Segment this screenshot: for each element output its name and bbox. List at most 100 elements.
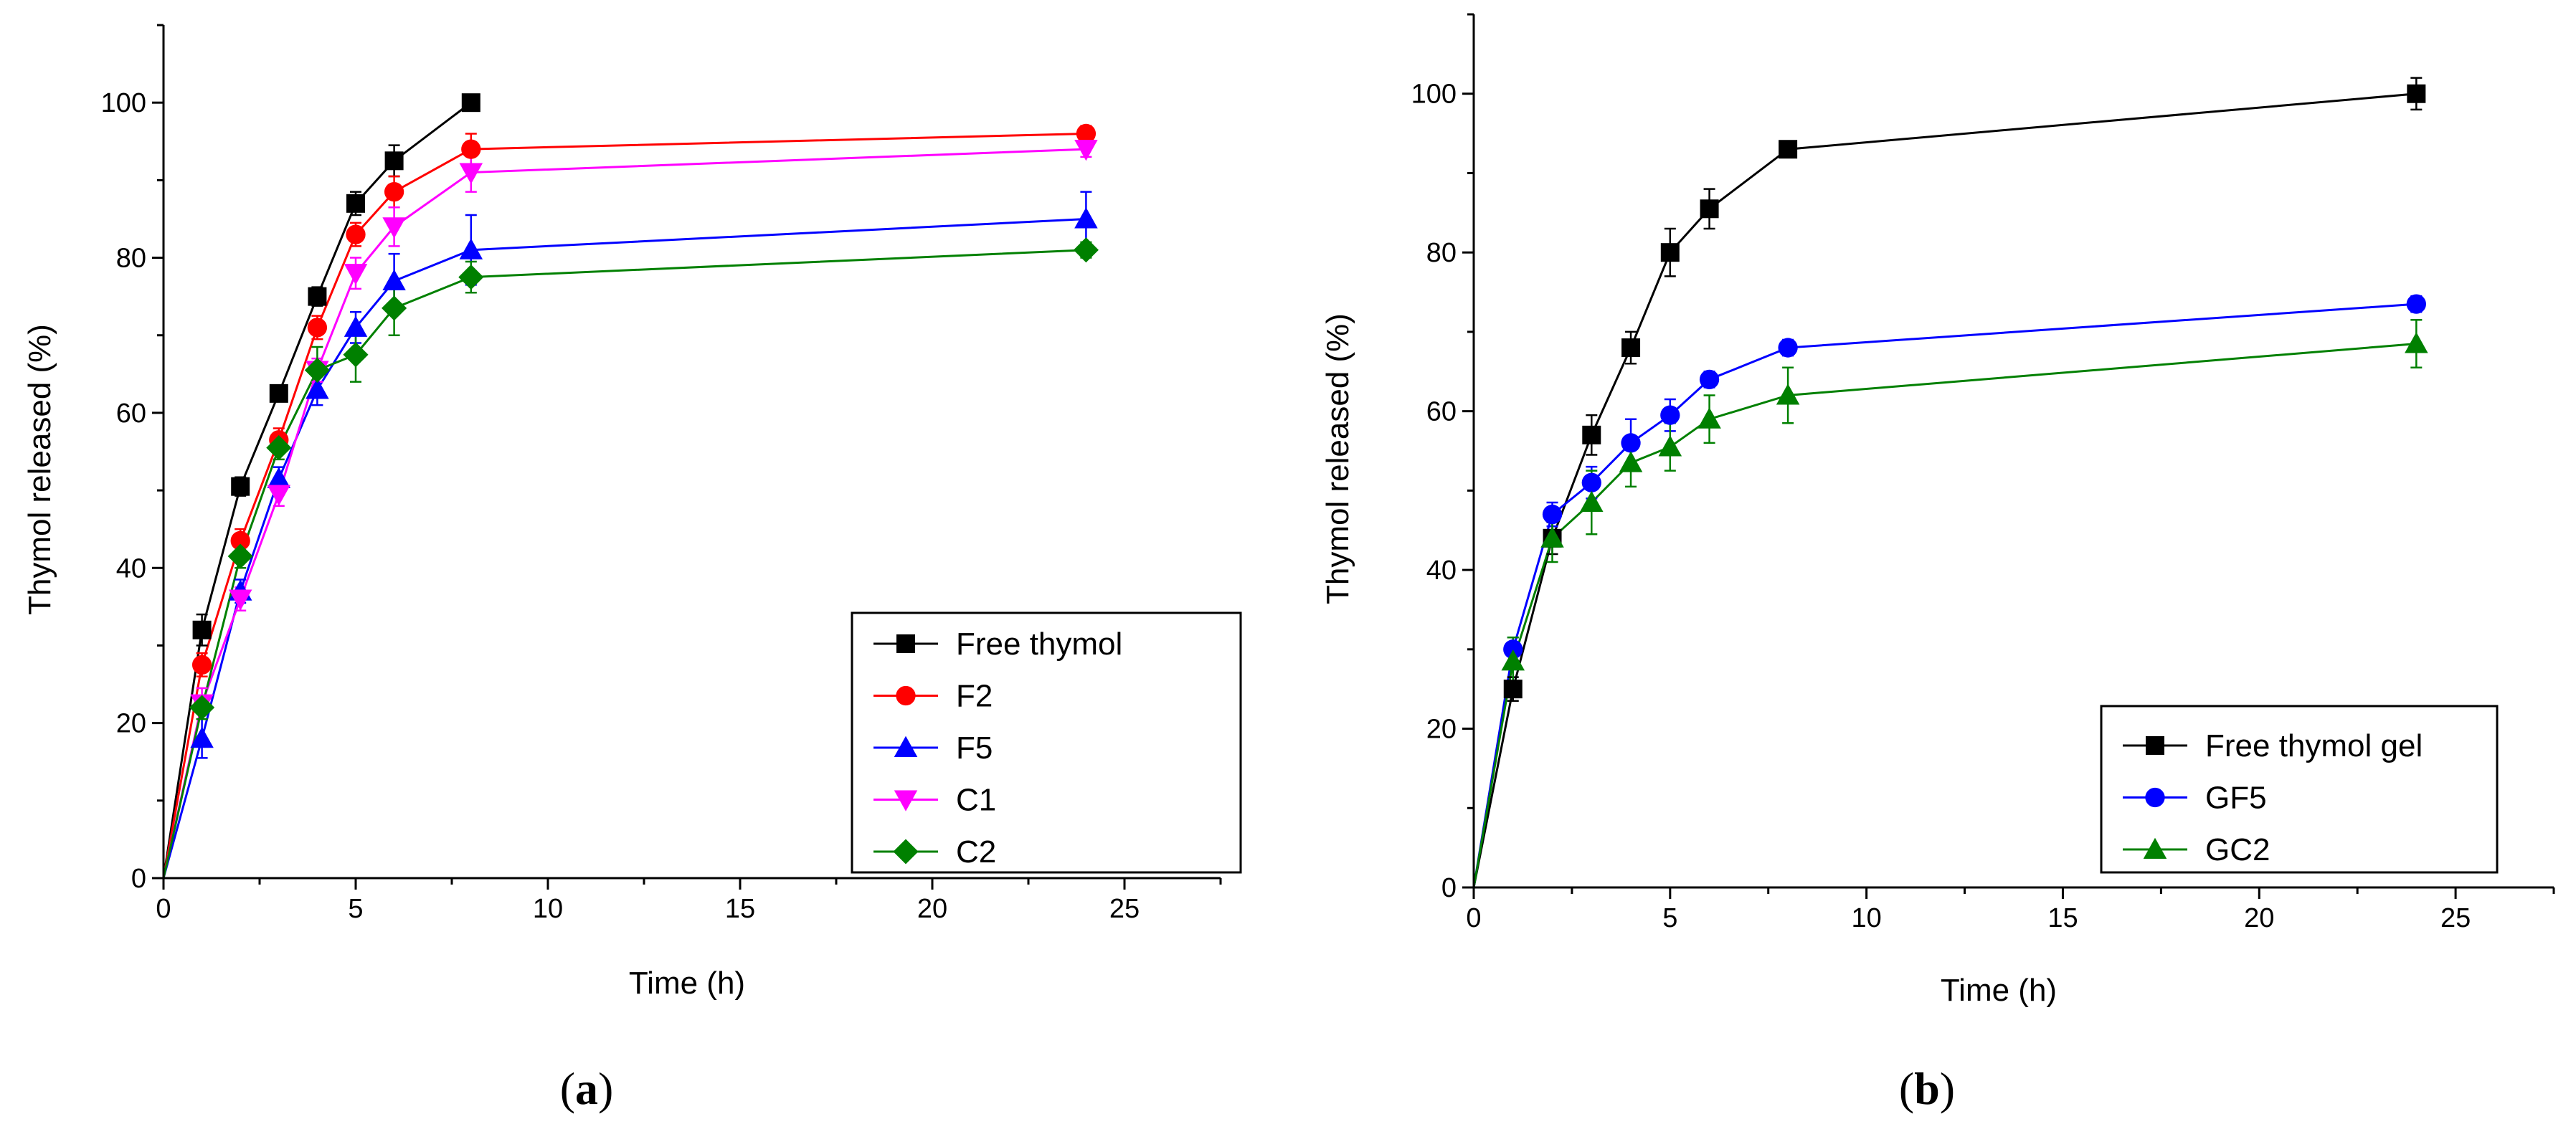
data-point-free-thymol xyxy=(384,151,404,171)
data-point-gc2 xyxy=(2405,332,2428,353)
x-tick-label: 5 xyxy=(1662,903,1677,933)
legend-marker xyxy=(896,634,915,653)
data-point-c1 xyxy=(228,589,252,611)
legend-item-gf5: GF5 xyxy=(2123,781,2267,816)
error-bars xyxy=(1507,77,2423,702)
data-point-gc2 xyxy=(1658,435,1682,457)
legend-marker xyxy=(2146,736,2164,755)
x-axis-title: Time (h) xyxy=(1941,973,2057,1008)
data-point-free-thymol xyxy=(346,194,365,213)
data-point-free-thymol-gel xyxy=(1503,680,1523,699)
x-tick-label: 25 xyxy=(2440,903,2471,933)
legend-item-gc2: GC2 xyxy=(2123,832,2270,867)
x-tick-label: 5 xyxy=(348,894,363,924)
legend-box xyxy=(851,611,1242,874)
legend-marker xyxy=(2145,787,2165,808)
x-tick-label: 20 xyxy=(917,894,947,924)
data-point-gc2 xyxy=(1501,649,1525,671)
legend-item-free-thymol-gel: Free thymol gel xyxy=(2123,728,2423,763)
data-point-gc2 xyxy=(1776,384,1800,405)
caption-close: ) xyxy=(598,1063,613,1114)
chart-panel-a: 0 5 10 15 20 25 0 20 40 60 80 100 Time (h) Thymol r… xyxy=(22,24,1242,1114)
legend-marker xyxy=(2143,837,2167,859)
legend-item-free-thymol: Free thymol xyxy=(873,627,1122,662)
y-tick-label: 60 xyxy=(1426,397,1457,427)
data-point-f2 xyxy=(384,181,404,202)
data-point-free-thymol xyxy=(269,384,288,403)
legend-label: GC2 xyxy=(2205,832,2270,867)
x-axis-title: Time (h) xyxy=(629,966,745,1001)
y-tick-label: 40 xyxy=(1426,556,1457,586)
y-tick-label: 40 xyxy=(116,553,146,584)
data-point-c1 xyxy=(382,217,406,239)
caption-open: ( xyxy=(560,1063,575,1114)
data-point-f2 xyxy=(461,139,481,159)
y-tick-label: 0 xyxy=(1441,873,1457,903)
data-point-free-thymol-gel xyxy=(1700,199,1719,219)
data-point-f5 xyxy=(1074,207,1098,229)
legend-label: Free thymol xyxy=(956,627,1122,662)
data-point-f2 xyxy=(307,318,328,338)
x-tick-label: 20 xyxy=(2244,903,2274,933)
legend-label: C2 xyxy=(956,834,996,870)
data-point-gc2 xyxy=(1580,490,1604,512)
x-tick-label: 10 xyxy=(1851,903,1881,933)
legend-item-c2: C2 xyxy=(873,834,996,870)
data-point-f2 xyxy=(191,654,212,675)
legend-marker xyxy=(893,839,919,865)
data-point-gc2 xyxy=(1697,407,1721,429)
data-markers xyxy=(1501,84,2428,699)
data-markers xyxy=(189,93,1099,748)
data-point-f2 xyxy=(230,530,250,551)
data-point-gf5 xyxy=(1699,369,1720,389)
legend-item-f2: F2 xyxy=(873,679,993,714)
y-axis-title: Thymol released (%) xyxy=(1320,313,1355,604)
data-point-gf5 xyxy=(1660,405,1680,425)
axis-lines xyxy=(162,25,1221,880)
data-point-c2 xyxy=(227,543,253,569)
y-axis-title: Thymol released (%) xyxy=(22,324,57,615)
legend-item-f5: F5 xyxy=(873,730,993,766)
data-point-f5 xyxy=(459,238,483,259)
data-point-free-thymol-gel xyxy=(1660,243,1680,262)
data-point-c1 xyxy=(459,163,483,184)
data-point-c2 xyxy=(189,695,215,720)
data-point-c2 xyxy=(266,435,292,461)
data-point-f2 xyxy=(346,224,366,244)
data-point-gf5 xyxy=(1581,472,1601,492)
legend-label: F2 xyxy=(956,679,993,714)
data-point-c1 xyxy=(344,264,368,285)
y-tick-label: 80 xyxy=(1426,238,1457,268)
y-tick-label: 100 xyxy=(101,88,146,118)
data-point-free-thymol-gel xyxy=(1582,425,1601,444)
legend-label: C1 xyxy=(956,783,996,818)
legend-marker xyxy=(896,685,916,706)
caption-b: (b) xyxy=(1899,1063,1955,1114)
data-point-c2 xyxy=(382,295,407,321)
data-point-c2 xyxy=(343,342,369,368)
data-point-gf5 xyxy=(1503,639,1523,659)
data-point-free-thymol xyxy=(308,287,327,306)
data-point-gf5 xyxy=(1621,433,1641,453)
legend-label: GF5 xyxy=(2205,781,2267,816)
axis-ticks: 0 5 10 15 20 25 0 20 40 60 80 100 xyxy=(101,24,1222,924)
x-tick-label: 0 xyxy=(1466,903,1481,933)
legend-marker xyxy=(894,735,918,757)
axis-lines xyxy=(1472,14,2554,889)
legend: Free thymol gel GF5 GC2 xyxy=(2100,705,2499,874)
data-point-f5 xyxy=(344,315,368,337)
data-point-gc2 xyxy=(1540,526,1564,548)
caption-letter: a xyxy=(575,1063,598,1114)
data-point-gc2 xyxy=(1619,451,1643,472)
data-point-c1 xyxy=(267,485,291,506)
x-tick-label: 10 xyxy=(533,894,563,924)
x-tick-label: 0 xyxy=(156,894,171,924)
data-point-gf5 xyxy=(1778,338,1798,358)
data-point-f5 xyxy=(382,269,406,290)
legend-label: Free thymol gel xyxy=(2205,728,2423,763)
chart-panel-b: 0 5 10 15 20 25 0 20 40 60 80 100 Time (h) Thymol r… xyxy=(1320,13,2555,1114)
data-point-f5 xyxy=(190,727,214,748)
data-point-free-thymol-gel xyxy=(2407,84,2426,103)
y-tick-label: 80 xyxy=(116,244,146,274)
